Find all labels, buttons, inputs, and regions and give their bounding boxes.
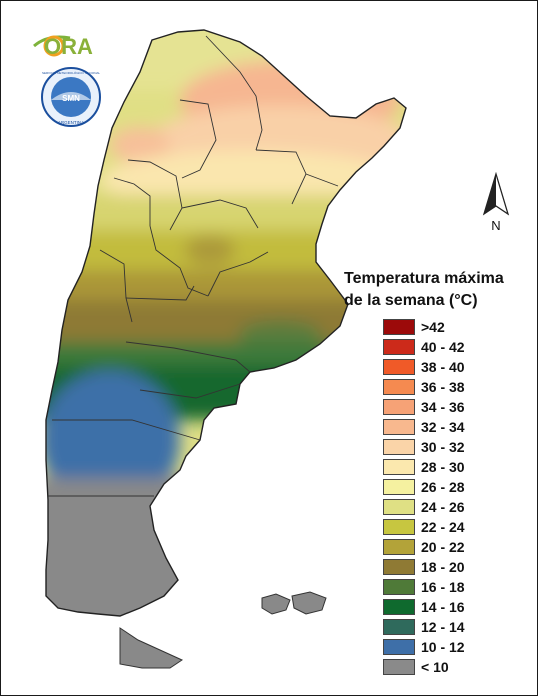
legend-label: >42 (421, 319, 445, 335)
legend-item: 38 - 40 (383, 357, 465, 377)
legend-label: 34 - 36 (421, 399, 465, 415)
legend-item: 36 - 38 (383, 377, 465, 397)
legend-label: 14 - 16 (421, 599, 465, 615)
legend-swatch (383, 599, 415, 615)
legend-title-line1: Temperatura máxima (344, 270, 504, 287)
legend-label: 36 - 38 (421, 379, 465, 395)
legend-swatch (383, 559, 415, 575)
smn-logo: SMN ARGENTINA SERVICIO METEOROLÓGICO NAC… (41, 67, 101, 127)
legend-label: 38 - 40 (421, 359, 465, 375)
legend-swatch (383, 479, 415, 495)
legend-item: 10 - 12 (383, 637, 465, 657)
legend-swatch (383, 499, 415, 515)
legend-label: < 10 (421, 659, 449, 675)
smn-ring-text: SERVICIO METEOROLÓGICO NACIONAL (42, 70, 100, 75)
legend-item: 34 - 36 (383, 397, 465, 417)
legend-item: 40 - 42 (383, 337, 465, 357)
legend-item: 28 - 30 (383, 457, 465, 477)
legend-swatch (383, 339, 415, 355)
tierra-del-fuego (119, 627, 184, 669)
legend-swatch (383, 459, 415, 475)
legend-swatch (383, 619, 415, 635)
legend-label: 10 - 12 (421, 639, 465, 655)
legend-label: 20 - 22 (421, 539, 465, 555)
legend-swatch (383, 579, 415, 595)
smn-bottom-text: ARGENTINA (58, 120, 84, 125)
legend-item: 16 - 18 (383, 577, 465, 597)
province-boundaries (48, 35, 339, 497)
legend-item: 32 - 34 (383, 417, 465, 437)
legend-item: 12 - 14 (383, 617, 465, 637)
legend-label: 26 - 28 (421, 479, 465, 495)
legend: >42 40 - 42 38 - 40 36 - 38 34 - 36 32 - 34 30… (383, 317, 465, 677)
legend-swatch (383, 319, 415, 335)
legend-label: 28 - 30 (421, 459, 465, 475)
legend-label: 22 - 24 (421, 519, 465, 535)
legend-title-line2: de la semana (°C) (344, 292, 478, 309)
legend-swatch (383, 419, 415, 435)
legend-label: 24 - 26 (421, 499, 465, 515)
north-arrow-icon: N (482, 172, 510, 232)
smn-center-text: SMN (62, 94, 80, 103)
legend-swatch (383, 359, 415, 375)
legend-swatch (383, 439, 415, 455)
legend-swatch (383, 399, 415, 415)
legend-label: 18 - 20 (421, 559, 465, 575)
legend-item: 22 - 24 (383, 517, 465, 537)
north-label: N (491, 218, 500, 232)
legend-label: 30 - 32 (421, 439, 465, 455)
legend-item: 24 - 26 (383, 497, 465, 517)
legend-swatch (383, 659, 415, 675)
ora-logo-text: ORA (44, 34, 93, 59)
legend-item: 18 - 20 (383, 557, 465, 577)
ora-logo: ORA (33, 34, 93, 59)
legend-item: 20 - 22 (383, 537, 465, 557)
legend-label: 16 - 18 (421, 579, 465, 595)
legend-swatch (383, 519, 415, 535)
legend-item: >42 (383, 317, 465, 337)
legend-item: 14 - 16 (383, 597, 465, 617)
legend-swatch (383, 639, 415, 655)
legend-label: 40 - 42 (421, 339, 465, 355)
legend-label: 12 - 14 (421, 619, 465, 635)
islas-malvinas (261, 591, 327, 615)
legend-swatch (383, 379, 415, 395)
legend-item: 30 - 32 (383, 437, 465, 457)
legend-swatch (383, 539, 415, 555)
legend-item: 26 - 28 (383, 477, 465, 497)
legend-title: Temperatura máxima de la semana (°C) (344, 268, 534, 312)
legend-item: < 10 (383, 657, 465, 677)
legend-label: 32 - 34 (421, 419, 465, 435)
